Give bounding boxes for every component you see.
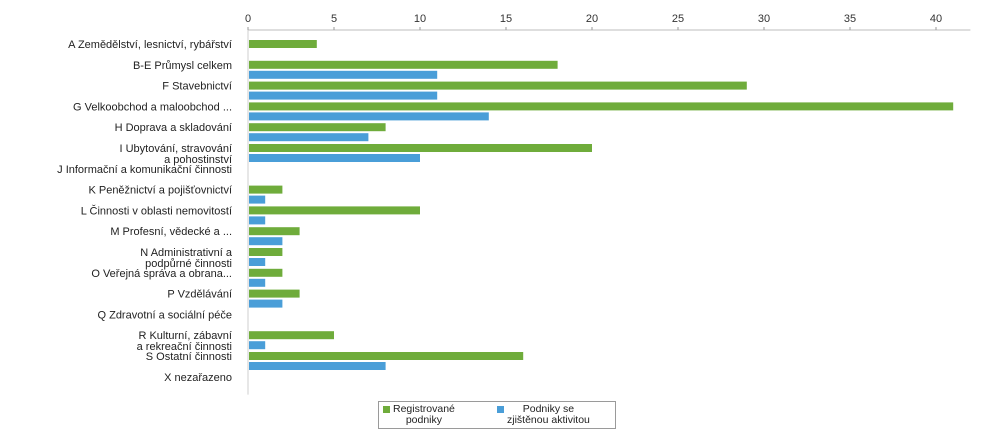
legend-item-registered: Registrované podniky: [383, 404, 455, 426]
bar-active: [249, 216, 266, 225]
category-label: M Profesní, vědecké a ...: [110, 226, 232, 238]
bar-active: [249, 91, 438, 100]
bar-registered: [249, 123, 386, 132]
bar-registered: [249, 268, 283, 277]
x-axis: 0 5 10 15 20 25 30 35 40: [245, 13, 971, 395]
bar-active: [249, 299, 283, 308]
x-tick-label: 40: [930, 13, 942, 25]
category-label: a rekreační činnosti: [137, 341, 232, 353]
category-label: H Doprava a skladování: [115, 122, 232, 134]
category-label: F Stavebnictví: [162, 81, 232, 93]
category-label: K Peněžnictví a pojišťovnictví: [88, 185, 232, 197]
bar-registered: [249, 40, 317, 48]
bar-active: [249, 154, 420, 162]
category-label: G Velkoobchod a maloobchod ...: [73, 101, 232, 113]
category-label: I Ubytování, stravování: [120, 143, 233, 155]
category-label: S Ostatní činnosti: [146, 351, 232, 363]
category-label: podpůrné činnosti: [145, 258, 232, 270]
legend-swatch-registered: [383, 406, 390, 413]
x-tick-label: 15: [500, 13, 512, 25]
bar-registered: [249, 248, 283, 256]
category-label: B-E Průmysl celkem: [133, 60, 232, 72]
bar-active: [249, 341, 266, 350]
bar-registered: [249, 81, 747, 90]
category-label: P Vzdělávání: [167, 289, 232, 301]
bar-active: [249, 278, 266, 287]
x-tick-label: 0: [245, 13, 251, 25]
x-tick-label: 35: [844, 13, 856, 25]
bar-active: [249, 133, 369, 142]
bars: [249, 40, 954, 370]
legend-label-active: Podniky se zjištěnou aktivitou: [507, 403, 590, 426]
bar-registered: [249, 331, 334, 340]
category-labels: A Zemědělství, lesnictví, rybářství B-E P…: [57, 39, 233, 384]
x-tick-label: 20: [586, 13, 598, 25]
bar-registered: [249, 185, 283, 194]
x-tick-label: 30: [758, 13, 770, 25]
category-label: N Administrativní a: [140, 247, 233, 259]
category-label: L Činnosti v oblasti nemovitostí: [81, 204, 232, 217]
bar-registered: [249, 206, 420, 215]
bar-active: [249, 258, 266, 266]
legend: Registrované podniky Podniky se zjištěno…: [378, 401, 616, 429]
x-tick-label: 25: [672, 13, 684, 25]
legend-item-active: Podniky se zjištěnou aktivitou: [497, 404, 590, 426]
category-label: J Informační a komunikační činnosti: [57, 164, 232, 176]
category-label: O Veřejná správa a obrana...: [91, 268, 232, 280]
x-tick-label: 10: [414, 13, 426, 25]
bar-registered: [249, 102, 954, 111]
bar-active: [249, 195, 266, 204]
bar-registered: [249, 144, 592, 152]
legend-swatch-active: [497, 406, 504, 413]
x-tick-label: 5: [331, 13, 337, 25]
bar-active: [249, 237, 283, 246]
bar-registered: [249, 60, 558, 69]
category-label: X nezařazeno: [164, 372, 232, 384]
category-label: R Kulturní, zábavní: [138, 330, 232, 342]
bar-active: [249, 362, 386, 370]
bar-registered: [249, 352, 524, 360]
bar-active: [249, 112, 489, 121]
category-label: A Zemědělství, lesnictví, rybářství: [68, 39, 232, 51]
category-label: a pohostinství: [164, 154, 232, 166]
legend-label-registered: Registrované podniky: [393, 403, 455, 426]
bar-registered: [249, 289, 300, 298]
category-label: Q Zdravotní a sociální péče: [97, 309, 232, 321]
bar-active: [249, 70, 438, 79]
bar-registered: [249, 227, 300, 236]
